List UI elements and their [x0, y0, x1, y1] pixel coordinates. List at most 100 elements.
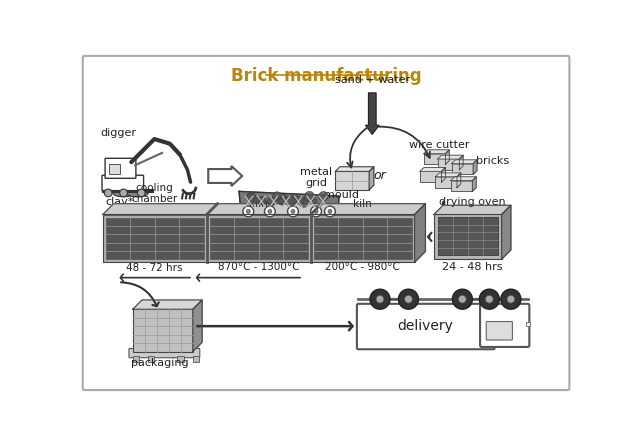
Polygon shape — [415, 204, 426, 262]
Polygon shape — [434, 205, 511, 214]
FancyBboxPatch shape — [480, 304, 529, 347]
Circle shape — [247, 194, 253, 200]
Polygon shape — [451, 177, 476, 180]
Text: clay*: clay* — [106, 197, 134, 207]
Circle shape — [291, 209, 295, 213]
Bar — [106, 217, 204, 259]
Bar — [436, 177, 457, 187]
Bar — [434, 214, 502, 259]
Polygon shape — [441, 168, 445, 182]
Bar — [438, 217, 497, 255]
Circle shape — [294, 198, 298, 204]
Circle shape — [404, 295, 412, 303]
Text: mould: mould — [324, 190, 359, 200]
Bar — [103, 214, 415, 262]
Ellipse shape — [127, 189, 148, 197]
Circle shape — [278, 198, 286, 205]
Text: digger: digger — [101, 128, 136, 138]
Circle shape — [267, 197, 276, 206]
Circle shape — [399, 289, 419, 309]
Text: drying oven: drying oven — [439, 197, 506, 207]
Bar — [526, 322, 530, 326]
Circle shape — [296, 196, 304, 204]
Bar — [132, 356, 139, 363]
FancyBboxPatch shape — [105, 158, 136, 178]
Bar — [193, 356, 199, 363]
Text: moderate
200°C - 980°C: moderate 200°C - 980°C — [325, 250, 399, 272]
Text: wire cutter: wire cutter — [409, 140, 469, 150]
Polygon shape — [436, 173, 461, 177]
Circle shape — [247, 209, 250, 213]
Circle shape — [452, 289, 473, 309]
Circle shape — [314, 209, 318, 213]
Circle shape — [292, 194, 297, 199]
Text: cooling
chamber: cooling chamber — [131, 183, 178, 204]
Circle shape — [318, 191, 328, 201]
Polygon shape — [239, 191, 339, 213]
Ellipse shape — [113, 189, 134, 197]
Polygon shape — [452, 160, 477, 164]
Bar — [148, 356, 154, 363]
Circle shape — [304, 191, 315, 202]
Circle shape — [370, 289, 390, 309]
Bar — [438, 159, 459, 170]
Polygon shape — [438, 155, 463, 159]
Circle shape — [243, 206, 254, 217]
Bar — [109, 164, 120, 174]
FancyBboxPatch shape — [102, 175, 143, 191]
Polygon shape — [369, 167, 374, 190]
Circle shape — [501, 289, 521, 309]
Polygon shape — [445, 150, 449, 165]
Circle shape — [247, 193, 255, 201]
Text: sand + water: sand + water — [334, 75, 410, 85]
Polygon shape — [459, 155, 463, 170]
Bar — [451, 180, 473, 191]
Circle shape — [120, 189, 127, 197]
Text: kiln: kiln — [249, 199, 268, 209]
Circle shape — [311, 198, 317, 204]
Circle shape — [324, 206, 335, 217]
Circle shape — [485, 295, 493, 303]
Text: metal
grid: metal grid — [300, 167, 332, 188]
Text: delivery: delivery — [397, 319, 454, 333]
Circle shape — [278, 196, 286, 205]
Circle shape — [507, 295, 515, 303]
Text: or: or — [374, 169, 387, 182]
Polygon shape — [132, 300, 202, 309]
Circle shape — [299, 197, 310, 207]
Text: bricks: bricks — [476, 157, 510, 166]
Polygon shape — [420, 168, 445, 172]
Polygon shape — [193, 300, 202, 352]
FancyBboxPatch shape — [357, 304, 495, 349]
Circle shape — [328, 209, 332, 213]
Text: high
870°C - 1300°C: high 870°C - 1300°C — [218, 250, 299, 272]
Circle shape — [104, 189, 112, 197]
Polygon shape — [424, 150, 449, 154]
Bar — [420, 172, 441, 182]
Circle shape — [287, 206, 298, 217]
Text: 24 - 48 hrs: 24 - 48 hrs — [442, 262, 503, 272]
Circle shape — [259, 198, 266, 205]
Polygon shape — [103, 204, 426, 214]
Circle shape — [285, 196, 296, 206]
FancyArrow shape — [366, 93, 379, 135]
FancyArrow shape — [208, 166, 242, 186]
Polygon shape — [473, 177, 476, 191]
Bar — [132, 309, 193, 352]
Bar — [335, 171, 369, 190]
FancyBboxPatch shape — [486, 322, 512, 340]
Circle shape — [273, 192, 282, 201]
Circle shape — [281, 194, 287, 200]
Circle shape — [459, 295, 466, 303]
Circle shape — [292, 198, 298, 204]
Circle shape — [311, 206, 322, 217]
Circle shape — [268, 209, 272, 213]
Circle shape — [255, 197, 261, 204]
Bar — [178, 356, 183, 363]
Text: kiln: kiln — [353, 199, 371, 209]
Text: 48 - 72 hrs: 48 - 72 hrs — [126, 264, 183, 274]
FancyBboxPatch shape — [129, 348, 200, 358]
Text: Brick manufacturing: Brick manufacturing — [231, 66, 422, 84]
Bar — [314, 217, 412, 259]
Text: roller: roller — [273, 214, 301, 224]
